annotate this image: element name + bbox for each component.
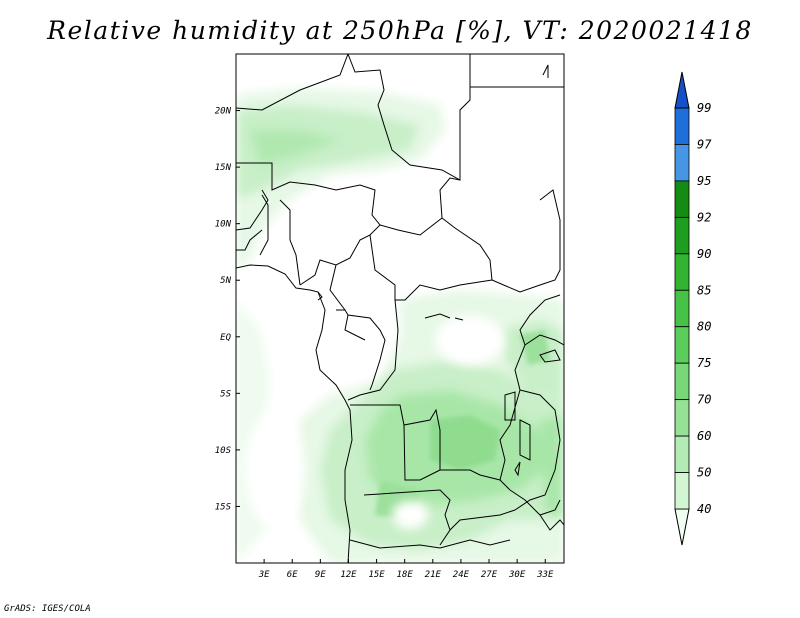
lat-label: 10N [215,220,232,230]
colorbar-segment [674,472,690,510]
colorbar-segment [674,216,690,255]
colorbar: 99 97 95 92 90 85 80 75 70 60 50 40 [674,71,712,546]
colorbar-label: 95 [697,174,711,188]
colorbar-segment [674,253,690,291]
colorbar-segment [674,289,690,328]
lon-label: 30E [508,570,526,580]
colorbar-label: 50 [697,466,711,480]
lon-label: 6E [287,570,298,580]
lon-label: 24E [453,570,470,580]
credit-label: GrADS: IGES/COLA [4,604,91,614]
colorbar-segment [674,144,690,182]
colorbar-label: 75 [697,356,711,370]
lat-label: 15S [215,502,232,512]
colorbar-label: 90 [697,247,711,261]
lon-label: 18E [397,570,414,580]
colorbar-segment [674,508,690,546]
colorbar-label: 85 [697,283,711,297]
lat-label: EQ [220,333,231,343]
lat-label: 15N [215,163,232,173]
boundaries [236,54,564,563]
lon-label: 15E [368,570,385,580]
colorbar-label: 70 [697,393,711,407]
colorbar-label: 60 [697,429,711,443]
humidity-field [236,54,564,563]
colorbar-segment [674,399,690,437]
lon-label: 9E [315,570,326,580]
colorbar-label: 97 [697,137,712,151]
colorbar-segment [674,71,690,109]
colorbar-label: 92 [697,210,711,224]
lon-label: 21E [425,570,442,580]
map-frame [235,53,565,564]
lat-label: 5S [220,389,231,399]
colorbar-segment [674,326,690,364]
colorbar-segment [674,107,690,145]
colorbar-segment [674,435,690,473]
lon-label: 27E [481,570,498,580]
colorbar-label: 80 [697,320,711,334]
colorbar-segment [674,362,690,401]
map-axes: 20N 15N 10N 5N EQ 5S 10S 15S 3E 6E 9E 12E 15E 18E 21E 2… [215,107,554,580]
lon-label: 12E [340,570,357,580]
colorbar-segment [674,180,690,218]
lat-label: 10S [215,446,232,456]
lon-label: 33E [536,570,554,580]
colorbar-label: 40 [697,502,711,516]
lat-label: 5N [220,276,231,286]
lat-label: 20N [215,107,232,117]
colorbar-label: 99 [697,101,711,115]
lon-label: 3E [258,570,270,580]
map-title: Relative humidity at 250hPa [%], VT: 202… [47,16,753,45]
